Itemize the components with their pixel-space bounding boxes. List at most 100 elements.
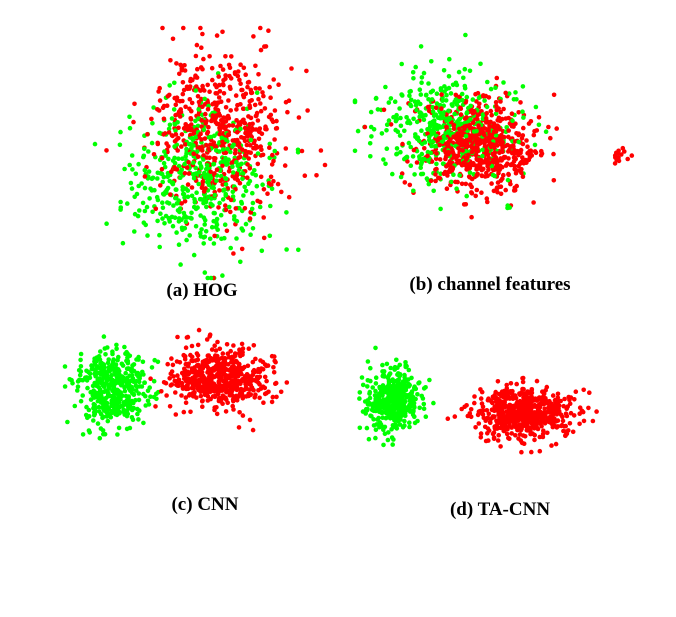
green-point: [501, 80, 506, 85]
green-point: [70, 381, 75, 386]
green-point: [464, 193, 470, 199]
red-point: [475, 90, 481, 96]
green-point: [223, 192, 229, 198]
red-point: [264, 126, 269, 132]
red-point: [459, 181, 465, 187]
red-point: [472, 400, 477, 406]
red-point: [253, 392, 258, 398]
green-point: [438, 86, 444, 91]
red-point: [176, 383, 181, 389]
green-point: [521, 115, 526, 120]
red-point: [205, 398, 211, 403]
green-point: [65, 419, 70, 425]
red-point: [170, 36, 176, 42]
red-point: [495, 396, 501, 402]
green-point: [191, 160, 196, 165]
red-point: [239, 135, 244, 140]
green-point: [484, 104, 490, 110]
green-point: [430, 119, 435, 125]
red-point: [221, 91, 227, 96]
red-point: [250, 359, 256, 365]
red-point: [253, 127, 259, 132]
green-point: [102, 346, 108, 351]
red-point: [479, 389, 485, 395]
green-point: [454, 186, 459, 191]
red-point: [246, 114, 251, 119]
red-point: [231, 360, 236, 366]
red-point: [195, 154, 201, 159]
green-point: [375, 107, 381, 112]
green-point: [237, 162, 243, 167]
red-point: [580, 409, 586, 415]
red-point: [227, 73, 232, 79]
green-point: [134, 384, 140, 390]
red-point: [479, 173, 485, 179]
red-point: [174, 379, 179, 384]
green-point: [151, 378, 157, 384]
red-point: [223, 409, 229, 414]
red-point: [402, 180, 408, 185]
red-point: [473, 193, 479, 199]
green-point: [440, 139, 445, 144]
red-point: [268, 174, 274, 180]
green-point: [386, 118, 392, 123]
red-point: [469, 176, 475, 182]
red-point: [206, 146, 211, 152]
green-point: [438, 206, 443, 212]
green-point: [184, 146, 189, 152]
red-point: [266, 28, 271, 33]
red-point: [486, 161, 492, 166]
red-point: [236, 155, 241, 160]
red-point: [169, 169, 174, 174]
green-point: [187, 233, 192, 238]
red-point: [201, 56, 206, 62]
green-point: [166, 201, 172, 206]
green-point: [513, 90, 518, 95]
green-point: [400, 93, 405, 98]
red-point: [425, 153, 430, 159]
red-point: [212, 233, 217, 239]
green-point: [129, 378, 134, 384]
green-point: [228, 149, 233, 155]
red-point: [173, 102, 179, 108]
green-point: [141, 391, 146, 397]
red-point: [284, 380, 290, 385]
red-point: [220, 396, 226, 401]
green-point: [432, 144, 438, 149]
green-point: [166, 156, 171, 162]
green-point: [429, 143, 434, 149]
green-point: [114, 342, 119, 348]
red-point: [451, 122, 457, 128]
green-point: [122, 166, 127, 172]
red-point: [177, 71, 182, 77]
red-point: [548, 135, 553, 141]
red-point: [477, 161, 483, 166]
red-point: [236, 425, 242, 430]
green-point: [418, 165, 424, 170]
red-point: [516, 132, 521, 138]
green-point: [373, 435, 378, 441]
green-point: [405, 120, 410, 126]
green-point: [463, 133, 469, 139]
red-point: [512, 139, 518, 144]
green-point: [204, 162, 210, 168]
red-point: [613, 155, 618, 160]
red-point: [256, 72, 261, 77]
green-point: [211, 162, 216, 167]
red-point: [234, 360, 240, 365]
red-point: [186, 171, 192, 176]
green-point: [387, 371, 392, 377]
red-point: [213, 393, 218, 399]
red-point: [425, 131, 430, 136]
red-point: [207, 369, 213, 375]
green-point: [105, 373, 110, 379]
red-point: [180, 80, 186, 85]
red-point: [200, 104, 205, 109]
red-point: [506, 435, 511, 441]
green-point: [125, 366, 131, 371]
red-point: [458, 105, 463, 111]
green-point: [114, 406, 120, 411]
green-point: [113, 362, 119, 367]
red-point: [223, 73, 228, 78]
